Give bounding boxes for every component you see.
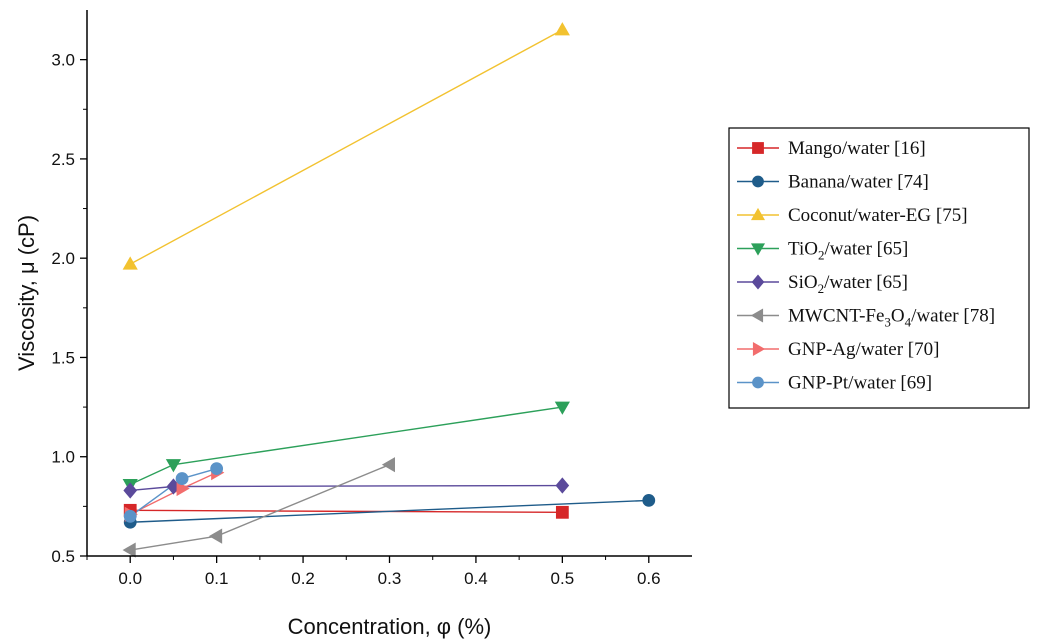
y-tick-label: 2.5 bbox=[51, 150, 75, 169]
legend-label: GNP-Ag/water [70] bbox=[788, 339, 939, 360]
legend-marker bbox=[752, 142, 764, 154]
legend-item-coconut-water-eg-75: Coconut/water-EG [75] bbox=[737, 205, 968, 226]
data-point-sio2-water-65 bbox=[123, 482, 138, 499]
legend-item-gnp-pt-water-69: GNP-Pt/water [69] bbox=[737, 373, 932, 394]
legend-item-banana-water-74: Banana/water [74] bbox=[737, 172, 929, 193]
legend-label: TiO2/water [65] bbox=[788, 239, 908, 263]
data-point-gnp-pt-water-69 bbox=[210, 462, 224, 476]
data-point-coconut-water-eg-75 bbox=[554, 22, 570, 36]
data-point-coconut-water-eg-75 bbox=[122, 256, 138, 270]
y-tick-label: 2.0 bbox=[51, 249, 75, 268]
legend-marker bbox=[751, 274, 765, 290]
x-axis-title: Concentration, φ (%) bbox=[288, 614, 492, 639]
legend-item-mwcnt-fe3o4-water-78: MWCNT-Fe3O4/water [78] bbox=[737, 306, 995, 330]
y-tick-label: 3.0 bbox=[51, 51, 75, 70]
x-tick-label: 0.0 bbox=[118, 569, 142, 588]
data-point-tio2-water-65 bbox=[165, 459, 182, 473]
legend-label: SiO2/water [65] bbox=[788, 272, 908, 296]
data-point-sio2-water-65 bbox=[555, 477, 570, 494]
x-tick-label: 0.2 bbox=[291, 569, 315, 588]
legend-items: Mango/water [16] Banana/water [74] Coconut… bbox=[737, 138, 995, 394]
series-line-banana-water-74 bbox=[130, 499, 649, 523]
legend-item-tio2-water-65: TiO2/water [65] bbox=[737, 239, 908, 263]
x-tick-label: 0.6 bbox=[637, 569, 661, 588]
y-tick-label: 0.5 bbox=[51, 547, 75, 566]
legend: Mango/water [16] Banana/water [74] Coconut… bbox=[728, 127, 1030, 409]
legend-marker bbox=[750, 207, 766, 221]
legend-label: GNP-Pt/water [69] bbox=[788, 373, 932, 394]
series-line-mango-water-16 bbox=[130, 509, 563, 514]
y-ticks: 0.5 1.0 1.5 2.0 2.5 3.0 bbox=[51, 51, 87, 566]
legend-marker bbox=[750, 308, 764, 323]
legend-marker bbox=[752, 376, 764, 389]
data-point-gnp-pt-water-69 bbox=[175, 472, 189, 485]
x-tick-label: 0.1 bbox=[205, 569, 229, 588]
data-point-gnp-pt-water-69 bbox=[123, 509, 137, 523]
series-lines bbox=[129, 29, 649, 551]
data-point-mango-water-16 bbox=[555, 505, 569, 519]
data-point-mwcnt-fe3o4-water-78 bbox=[381, 457, 396, 473]
series-markers bbox=[122, 22, 656, 558]
x-tick-label: 0.5 bbox=[551, 569, 575, 588]
legend-marker bbox=[750, 243, 766, 256]
legend-marker bbox=[752, 175, 764, 188]
y-axis-title: Viscosity, μ (cP) bbox=[14, 215, 39, 371]
series-line-coconut-water-eg-75 bbox=[129, 29, 563, 265]
y-tick-label: 1.5 bbox=[51, 348, 75, 367]
series-line-mwcnt-fe3o4-water-78 bbox=[130, 464, 390, 551]
x-tick-label: 0.3 bbox=[378, 569, 402, 588]
data-point-banana-water-74 bbox=[642, 494, 656, 507]
legend-label: Mango/water [16] bbox=[788, 138, 926, 159]
legend-box bbox=[728, 127, 1030, 409]
series-line-tio2-water-65 bbox=[129, 406, 563, 486]
legend-marker bbox=[752, 341, 766, 357]
data-point-mwcnt-fe3o4-water-78 bbox=[122, 542, 136, 558]
x-ticks: 0.0 0.1 0.2 0.3 0.4 0.5 0.6 bbox=[86, 556, 661, 588]
legend-label: Banana/water [74] bbox=[788, 172, 929, 193]
x-tick-label: 0.4 bbox=[464, 569, 488, 588]
series-line-sio2-water-65 bbox=[130, 484, 563, 492]
legend-item-mango-water-16: Mango/water [16] bbox=[737, 138, 926, 159]
y-tick-label: 1.0 bbox=[51, 448, 75, 467]
legend-item-gnp-ag-water-70: GNP-Ag/water [70] bbox=[737, 339, 939, 360]
legend-label: Coconut/water-EG [75] bbox=[788, 205, 968, 226]
legend-item-sio2-water-65: SiO2/water [65] bbox=[737, 272, 908, 296]
data-point-gnp-ag-water-70 bbox=[176, 480, 190, 497]
data-point-tio2-water-65 bbox=[554, 401, 570, 415]
legend-label: MWCNT-Fe3O4/water [78] bbox=[788, 306, 995, 330]
data-point-mwcnt-fe3o4-water-78 bbox=[208, 528, 223, 544]
